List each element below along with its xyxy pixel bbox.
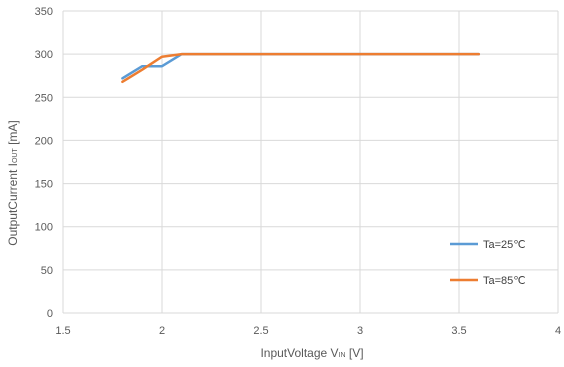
series-lines (121, 52, 481, 84)
x-axis-label-unit: [V] (346, 346, 364, 360)
series-line-1 (121, 52, 481, 80)
legend: Ta=25℃ Ta=85℃ (450, 239, 526, 287)
x-tick-label: 2 (159, 325, 165, 337)
x-axis-label: InputVoltage VIN [V] (260, 346, 363, 360)
y-axis-label-sub: OUT (12, 148, 19, 164)
x-tick-label: 3.5 (451, 325, 466, 337)
legend-label-1: Ta=25℃ (483, 239, 526, 251)
y-tick-label: 300 (35, 49, 53, 61)
y-axis-label-main: OutputCurrent I (6, 163, 20, 246)
y-tick-label: 250 (35, 92, 53, 104)
y-axis-label: OutputCurrent IOUT [mA] (6, 120, 20, 246)
y-tick-label: 200 (35, 135, 53, 147)
x-tick-label: 4 (555, 325, 561, 337)
x-axis-label-sub: IN (339, 352, 346, 359)
x-tick-label: 3 (357, 325, 363, 337)
series-line-2 (121, 52, 481, 84)
y-tick-labels: 0 50 100 150 200 250 300 350 (35, 6, 53, 320)
y-tick-label: 0 (47, 308, 53, 320)
y-tick-label: 350 (35, 6, 53, 18)
legend-label-2: Ta=85℃ (483, 275, 526, 287)
y-axis-label-unit: [mA] (6, 120, 20, 148)
y-tick-label: 100 (35, 222, 53, 234)
y-tick-label: 150 (35, 179, 53, 191)
x-tick-label: 1.5 (55, 325, 70, 337)
x-tick-label: 2.5 (253, 325, 268, 337)
x-tick-labels: 1.5 2 2.5 3 3.5 4 (55, 325, 561, 337)
grid (62, 10, 559, 314)
x-axis-label-main: InputVoltage V (260, 346, 338, 360)
y-tick-label: 50 (41, 265, 53, 277)
